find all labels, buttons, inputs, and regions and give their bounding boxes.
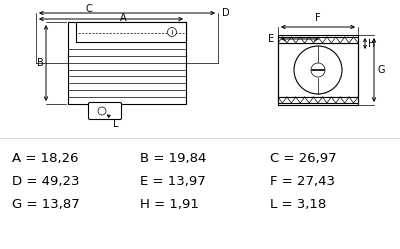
Text: H: H: [368, 39, 375, 49]
Bar: [278, 43, 358, 97]
Text: B: B: [37, 58, 43, 68]
Text: F = 27,43: F = 27,43: [270, 175, 335, 188]
Circle shape: [98, 107, 106, 115]
Text: L: L: [113, 119, 118, 129]
Bar: [76, 22, 186, 42]
Text: A = 18,26: A = 18,26: [12, 152, 78, 165]
Text: D: D: [222, 8, 230, 18]
FancyBboxPatch shape: [88, 103, 122, 120]
Text: F: F: [315, 13, 321, 23]
Text: E: E: [268, 34, 274, 44]
Text: G: G: [378, 65, 386, 75]
Text: G = 13,87: G = 13,87: [12, 198, 80, 211]
Text: E = 13,97: E = 13,97: [140, 175, 206, 188]
Bar: [68, 22, 186, 104]
Bar: [278, 37, 358, 43]
Circle shape: [168, 27, 176, 37]
Circle shape: [311, 63, 325, 77]
Text: C = 26,97: C = 26,97: [270, 152, 337, 165]
Bar: [278, 97, 358, 103]
Text: C: C: [85, 4, 92, 14]
Text: L = 3,18: L = 3,18: [270, 198, 326, 211]
Text: A: A: [120, 13, 127, 23]
Text: D = 49,23: D = 49,23: [12, 175, 80, 188]
Circle shape: [294, 46, 342, 94]
Text: H = 1,91: H = 1,91: [140, 198, 199, 211]
Text: B = 19,84: B = 19,84: [140, 152, 206, 165]
